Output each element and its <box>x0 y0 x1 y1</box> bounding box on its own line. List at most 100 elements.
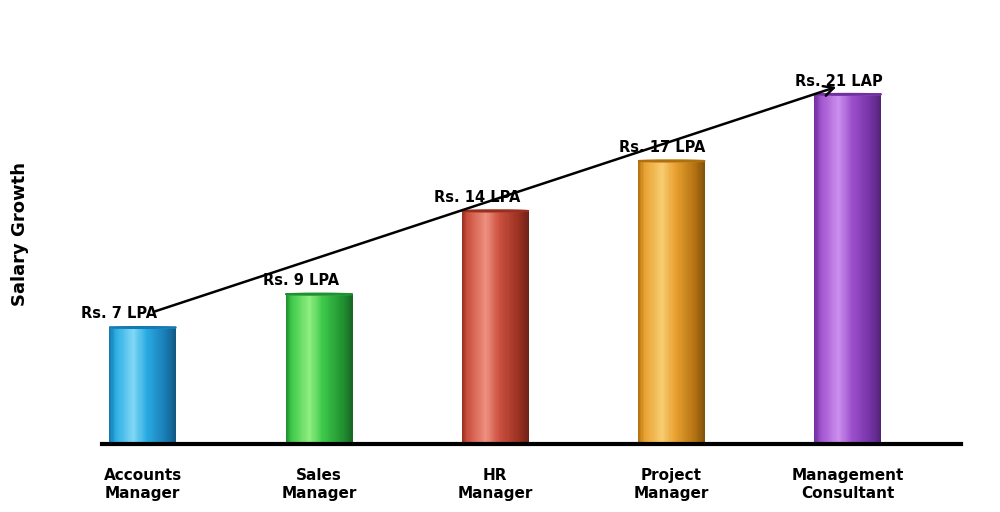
Bar <box>167 328 168 444</box>
Bar <box>836 94 837 444</box>
Bar <box>666 161 667 444</box>
Bar <box>858 94 859 444</box>
Ellipse shape <box>814 443 881 445</box>
Bar <box>857 94 858 444</box>
Bar <box>119 328 120 444</box>
Bar <box>320 294 321 444</box>
Bar <box>462 211 463 444</box>
Bar <box>347 294 348 444</box>
Bar <box>317 294 318 444</box>
Bar <box>289 294 290 444</box>
Bar <box>466 211 467 444</box>
Bar <box>311 294 312 444</box>
Bar <box>319 294 320 444</box>
Bar <box>157 328 158 444</box>
Bar <box>649 161 650 444</box>
Bar <box>832 94 833 444</box>
Bar <box>142 328 143 444</box>
Bar <box>158 328 160 444</box>
Bar <box>880 94 881 444</box>
Bar <box>839 94 840 444</box>
Bar <box>676 161 677 444</box>
Bar <box>159 328 161 444</box>
Bar <box>528 211 529 444</box>
Bar <box>843 94 845 444</box>
Bar <box>638 161 639 444</box>
Bar <box>321 294 322 444</box>
Bar <box>695 161 696 444</box>
Bar <box>153 328 154 444</box>
Bar <box>688 161 689 444</box>
Bar <box>126 328 127 444</box>
Ellipse shape <box>286 293 353 295</box>
Bar <box>325 294 326 444</box>
Bar <box>872 94 874 444</box>
Bar <box>651 161 653 444</box>
Bar <box>115 328 116 444</box>
Bar <box>517 211 518 444</box>
Bar <box>291 294 292 444</box>
Bar <box>861 94 862 444</box>
Bar <box>125 328 126 444</box>
Bar <box>829 94 830 444</box>
Bar <box>826 94 827 444</box>
Bar <box>644 161 645 444</box>
Bar <box>527 211 528 444</box>
Bar <box>171 328 172 444</box>
Bar <box>316 294 317 444</box>
Bar <box>163 328 164 444</box>
Bar <box>475 211 476 444</box>
Bar <box>870 94 871 444</box>
Bar <box>122 328 123 444</box>
Bar <box>853 94 855 444</box>
Bar <box>486 211 488 444</box>
Bar <box>109 328 110 444</box>
Bar <box>287 294 288 444</box>
Bar <box>702 161 703 444</box>
Bar <box>164 328 165 444</box>
Bar <box>485 211 486 444</box>
Bar <box>123 328 124 444</box>
Bar <box>696 161 697 444</box>
Bar <box>298 294 299 444</box>
Bar <box>110 328 111 444</box>
Bar <box>322 294 324 444</box>
Bar <box>165 328 166 444</box>
Bar <box>151 328 152 444</box>
Bar <box>156 328 157 444</box>
Bar <box>639 161 640 444</box>
Bar <box>467 211 469 444</box>
Bar <box>148 328 149 444</box>
Bar <box>469 211 470 444</box>
Bar <box>701 161 702 444</box>
Bar <box>328 294 329 444</box>
Bar <box>512 211 513 444</box>
Bar <box>145 328 146 444</box>
Bar <box>502 211 503 444</box>
Bar <box>684 161 685 444</box>
Bar <box>865 94 866 444</box>
Ellipse shape <box>638 160 705 162</box>
Bar <box>114 328 115 444</box>
Bar <box>174 328 175 444</box>
Bar <box>698 161 700 444</box>
Bar <box>685 161 686 444</box>
Bar <box>874 94 875 444</box>
Bar <box>117 328 118 444</box>
Text: Rs. 14 LPA: Rs. 14 LPA <box>434 189 520 205</box>
Bar <box>138 328 139 444</box>
Bar <box>472 211 473 444</box>
Bar <box>501 211 502 444</box>
Bar <box>154 328 155 444</box>
Ellipse shape <box>824 94 872 95</box>
Bar <box>820 94 821 444</box>
Ellipse shape <box>109 443 176 445</box>
Bar <box>842 94 843 444</box>
Bar <box>673 161 674 444</box>
Bar <box>876 94 877 444</box>
Bar <box>133 328 134 444</box>
Bar <box>127 328 128 444</box>
Bar <box>286 294 287 444</box>
Bar <box>856 94 857 444</box>
Bar <box>345 294 346 444</box>
